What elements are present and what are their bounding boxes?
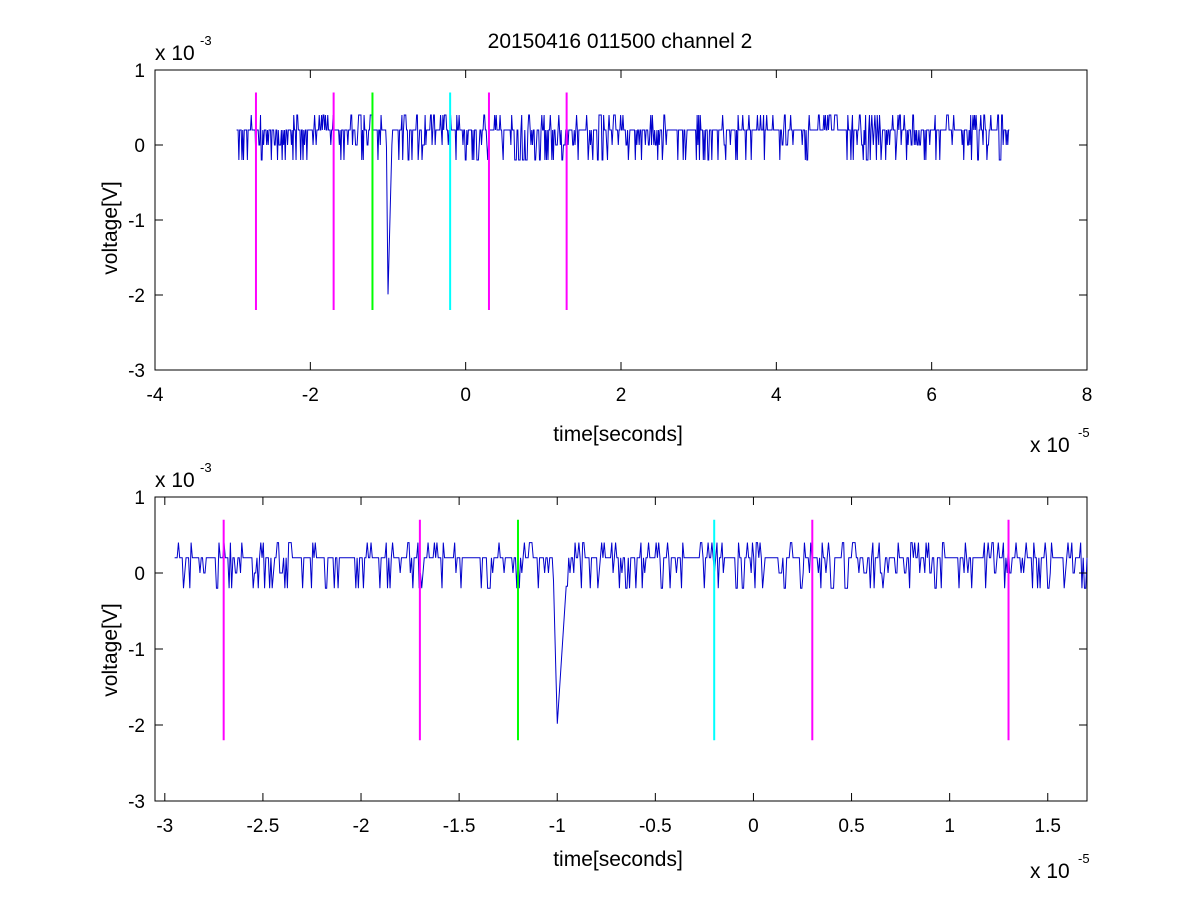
bottom-x-tick-label: 0.5 — [838, 816, 864, 837]
bottom-signal-line — [174, 542, 1088, 724]
bottom-y-tick-label: -3 — [128, 792, 145, 813]
top-plot: -4 -2 0 2 4 6 810-1-2-3 time[seconds] voltage[… — [99, 33, 1092, 457]
top-x-multiplier: x 10 — [1030, 434, 1070, 457]
top-plot-markers — [254, 92, 568, 310]
bottom-ylabel: voltage[V] — [99, 603, 122, 696]
bottom-x-tick-label: -1.5 — [443, 816, 476, 837]
top-y-tick-label: -3 — [128, 361, 145, 382]
bottom-y-multiplier: x 10 — [155, 469, 195, 492]
top-xlabel: time[seconds] — [553, 423, 683, 446]
top-y-tick-label: -2 — [128, 286, 145, 307]
bottom-plot-ticks: -3 -2.5 -2 -1.5 -1 -0.5 0 0.5 1 1.5 1 0 -1 -2 -3 — [128, 488, 1087, 837]
figure-title: 20150416 011500 channel 2 — [488, 30, 753, 53]
bottom-y-tick-label: 1 — [134, 488, 145, 509]
top-plot-ticks: -4 -2 0 2 4 6 810-1-2-3 — [128, 61, 1092, 406]
bottom-y-tick-label: 0 — [134, 564, 145, 585]
top-plot-signal — [236, 114, 1010, 295]
top-signal-line — [236, 114, 1010, 295]
bottom-x-multiplier: x 10 — [1030, 860, 1070, 883]
top-x-tick-label: -4 — [147, 385, 164, 406]
top-x-tick-label: 4 — [771, 385, 782, 406]
top-y-tick-label: 0 — [134, 136, 145, 157]
bottom-x-tick-label: 0 — [748, 816, 759, 837]
top-x-tick-label: 2 — [616, 385, 627, 406]
bottom-x-tick-label: -1 — [549, 816, 566, 837]
top-y-multiplier: x 10 — [155, 42, 195, 65]
bottom-x-tick-label: -2.5 — [247, 816, 280, 837]
bottom-plot-markers — [222, 519, 1010, 741]
top-x-tick-label: 6 — [926, 385, 937, 406]
bottom-x-tick-label: -3 — [156, 816, 173, 837]
bottom-plot: -3 -2.5 -2 -1.5 -1 -0.5 0 0.5 1 1.5 1 0 -1 -2 -3 time[… — [99, 460, 1090, 883]
top-y-multiplier-exp: -3 — [200, 33, 212, 48]
bottom-x-tick-label: 1.5 — [1035, 816, 1061, 837]
top-x-multiplier-exp: -5 — [1078, 425, 1090, 440]
top-x-tick-label: 0 — [460, 385, 471, 406]
bottom-plot-frame — [154, 496, 1088, 802]
bottom-xlabel: time[seconds] — [553, 848, 683, 871]
bottom-x-tick-label: -2 — [353, 816, 370, 837]
top-y-tick-label: 1 — [134, 61, 145, 82]
bottom-x-tick-label: 1 — [944, 816, 955, 837]
top-x-tick-label: -2 — [302, 385, 319, 406]
bottom-y-multiplier-exp: -3 — [200, 460, 212, 475]
top-x-tick-label: 8 — [1082, 385, 1093, 406]
bottom-y-tick-label: -1 — [128, 640, 145, 661]
bottom-y-tick-label: -2 — [128, 716, 145, 737]
bottom-x-tick-label: -0.5 — [639, 816, 672, 837]
top-y-tick-label: -1 — [128, 211, 145, 232]
bottom-x-multiplier-exp: -5 — [1078, 851, 1090, 866]
bottom-plot-signal — [174, 542, 1088, 724]
top-ylabel: voltage[V] — [99, 181, 122, 274]
